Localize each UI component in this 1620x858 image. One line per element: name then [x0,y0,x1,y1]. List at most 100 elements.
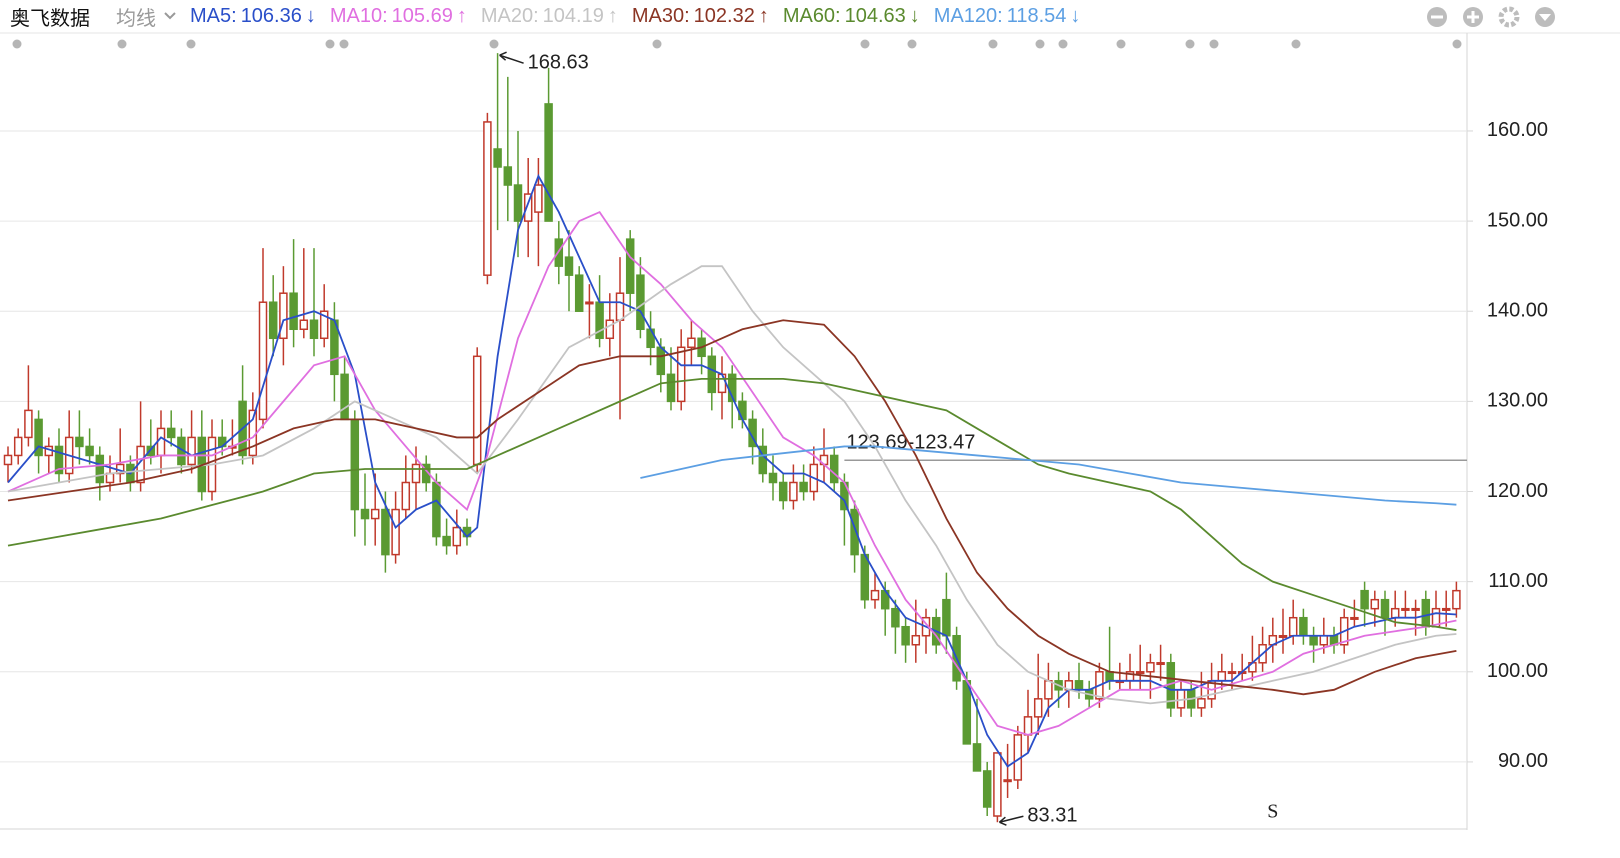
candle-body [636,274,645,331]
candle-body [513,184,523,222]
candle-body [13,436,23,457]
toolbar [1427,6,1555,28]
legend-value: 104.19 [542,4,604,27]
candle-body [319,310,329,340]
settings-icon[interactable] [1498,6,1520,28]
candle-body [279,292,288,340]
candle-body [1390,607,1400,619]
candle-body [503,166,513,186]
legend: MA5: 106.36 ↓ MA10: 105.69 ↑ MA20: 104.19 ↑ MA30:… [190,5,1094,28]
event-dot [988,39,998,49]
event-dot [325,39,335,49]
legend-entry: MA10: 105.69 ↑ [330,5,471,27]
event-dot [1035,39,1045,49]
y-tick-label: 150.00 [1487,209,1548,231]
candle-body [993,752,1002,817]
low-label: 83.31 [1027,805,1077,827]
ma-line [640,445,1457,506]
candle-body [1370,598,1380,610]
candle-body [829,454,839,484]
legend-entry: MA60: 104.63 ↓ [783,5,924,27]
event-dot [1185,39,1195,49]
candle-body [24,409,33,439]
candle-body [799,481,808,493]
candle-body [105,472,115,484]
candle-body [574,274,584,312]
event-dot [1116,39,1126,49]
event-dot [12,39,22,49]
candle-body [942,598,951,637]
candle-body [891,607,900,628]
y-tick-label: 140.00 [1487,300,1548,322]
event-dot [1452,39,1462,49]
candle-body [1319,634,1329,646]
y-tick-label: 130.00 [1487,390,1548,412]
candle-body [789,481,798,502]
candle-body [707,355,717,394]
candle-body [1003,779,1012,783]
candle-body [972,743,982,772]
candle-body [34,418,43,457]
candle-body [850,508,859,556]
event-dot [907,39,917,49]
candle-body [166,427,176,439]
candle-body [564,256,574,276]
y-tick-label: 120.00 [1487,480,1548,502]
event-dot [652,39,662,49]
candle-body [544,103,553,222]
icon-glyph [1471,11,1475,23]
stock-name: 奥飞数据 [10,7,90,30]
candle-body [340,373,349,421]
legend-trend: ↓ [909,4,920,27]
candle-body [860,553,870,601]
annotation-arrow [499,51,524,64]
legend-trend: ↑ [607,4,618,27]
level-label: 123.69-123.47 [846,432,975,454]
legend-value: 106.36 [240,4,302,27]
candle-body [687,337,696,349]
candle-body [1074,680,1084,691]
candle-body [54,445,64,475]
candle-body [309,319,319,340]
candle-body [1146,662,1155,673]
dropdown-icon[interactable] [160,6,180,26]
candle-body [268,301,278,340]
high-label: 168.63 [528,51,589,73]
candle-body [911,634,921,646]
candle-body [1452,589,1461,610]
candle-body [666,373,676,403]
candle-body [85,445,94,457]
ma-line [7,210,1457,736]
event-dot [186,39,196,49]
candle-body [1156,662,1165,666]
candle-body [146,445,156,457]
legend-trend: ↓ [1070,4,1081,27]
candle-body [3,454,13,466]
candle-body [1441,607,1451,611]
legend-value: 105.69 [391,4,453,27]
candle-body [1217,671,1227,682]
legend-name: MA30: [631,4,690,27]
candle-body [534,184,543,213]
candle-body [350,418,360,511]
event-dot [1291,39,1301,49]
candle-body [1350,616,1359,620]
candle-body [585,301,594,305]
event-dot [860,39,870,49]
candle-body [1227,671,1237,675]
candle-body [187,436,196,466]
candle-body [962,680,972,745]
candle-body [656,346,666,376]
signal-marker: S [1267,801,1278,823]
event-dot [1058,39,1068,49]
candle-body [768,472,778,484]
icon-glyph [1539,14,1551,21]
legend-name: MA120: [933,4,1003,27]
candle-body [1278,634,1288,638]
candle-body [870,589,880,601]
indicator-select[interactable]: 均线 [116,7,156,30]
ma-line [7,265,1457,705]
legend-trend: ↑ [456,4,467,27]
candle-body [401,481,411,511]
